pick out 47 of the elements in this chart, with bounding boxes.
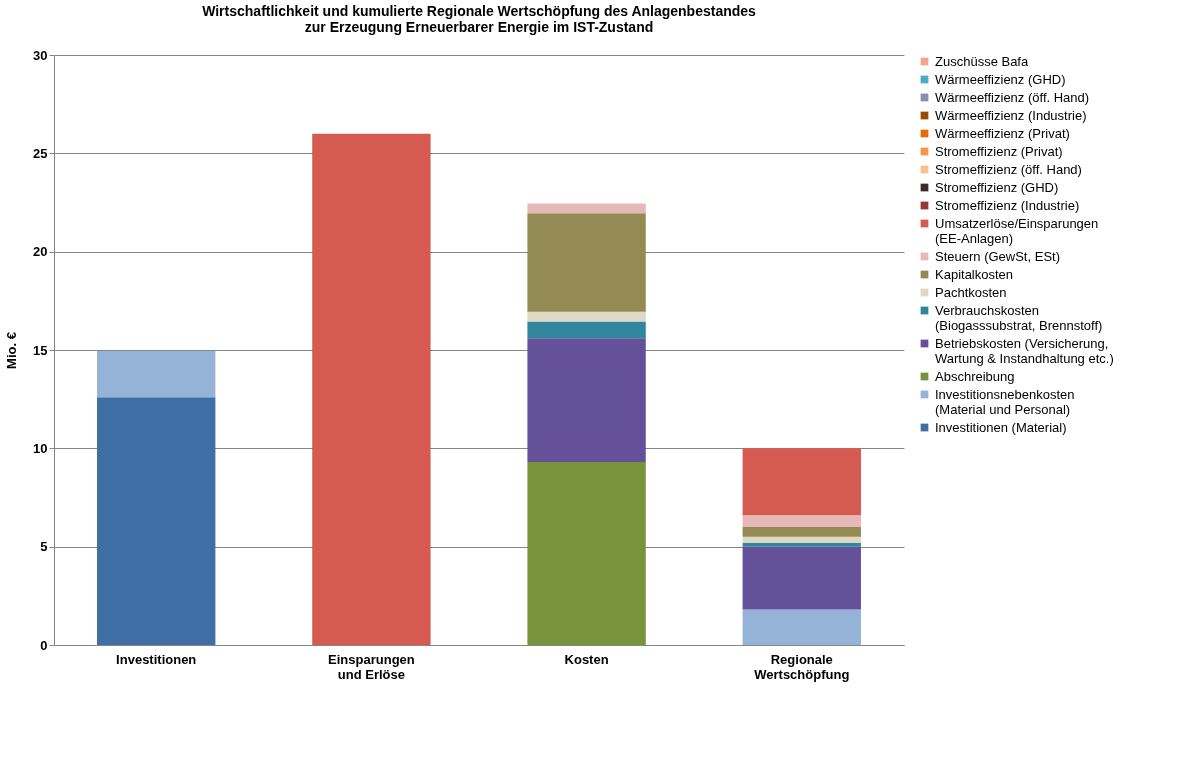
legend-label: Betriebskosten (Versicherung, Wartung & Instandhaltung etc.)	[935, 335, 1114, 366]
chart-title: Wirtschaftlichkeit und kumulierte Regionale Wertschöpfung des Anlagenbestandes zur Erzeugung Erneuerbarer Energie im IST-Zustand	[202, 3, 757, 35]
legend-label: Investitionen (Material)	[935, 419, 1067, 435]
legend-label: Verbrauchskosten (Biogasssubstrat, Brennstoff)	[935, 302, 1103, 333]
y-tick-label: 0	[40, 637, 48, 653]
bar	[527, 213, 646, 312]
legend-label: Wärmeeffizienz (öff. Hand)	[935, 89, 1090, 105]
x-tick-label: Investitionen	[116, 651, 197, 667]
bar	[742, 542, 861, 547]
bar	[742, 546, 861, 610]
bar	[742, 609, 861, 645]
legend-label: Abschreibung	[935, 368, 1015, 384]
bar	[312, 133, 431, 645]
x-tick-label: Einsparungen und Erlöse	[328, 651, 415, 682]
bar	[742, 448, 861, 516]
legend-label: Wärmeeffizienz (Industrie)	[935, 107, 1087, 123]
bar	[527, 321, 646, 339]
y-tick-label: 15	[33, 342, 48, 358]
legend-label: Wärmeeffizienz (Privat)	[935, 125, 1070, 141]
y-tick-label: 10	[33, 440, 48, 456]
bar	[527, 203, 646, 214]
x-tick-label: Regionale Wertschöpfung	[754, 651, 850, 682]
legend-label: Pachtkosten	[935, 284, 1007, 300]
y-tick-label: 5	[40, 539, 48, 555]
legend-label: Stromeffizienz (GHD)	[935, 179, 1059, 195]
legend-label: Kapitalkosten	[935, 266, 1014, 282]
y-axis-title: Mio. €	[4, 332, 20, 369]
y-tick-label: 25	[33, 145, 48, 161]
legend-label: Umsatzerlöse/Einsparungen (EE-Anlagen)	[935, 215, 1099, 246]
legend-label: Investitionsnebenkosten (Material und Personal)	[935, 386, 1075, 417]
bar	[742, 515, 861, 527]
bar	[527, 462, 646, 645]
legend-label: Zuschüsse Bafa	[935, 53, 1029, 69]
legend-label: Stromeffizienz (öff. Hand)	[935, 161, 1082, 177]
legend-label: Steuern (GewSt, ESt)	[935, 248, 1060, 264]
bar	[742, 527, 861, 537]
bar	[527, 311, 646, 322]
y-tick-label: 30	[33, 47, 48, 63]
bar	[97, 397, 216, 645]
legend-label: Wärmeeffizienz (GHD)	[935, 71, 1066, 87]
bar	[527, 338, 646, 463]
legend-label: Stromeffizienz (Industrie)	[935, 197, 1080, 213]
y-tick-label: 20	[33, 244, 48, 260]
bar	[742, 536, 861, 543]
bar	[97, 350, 216, 398]
x-tick-label: Kosten	[564, 651, 609, 667]
legend-label: Stromeffizienz (Privat)	[935, 143, 1063, 159]
